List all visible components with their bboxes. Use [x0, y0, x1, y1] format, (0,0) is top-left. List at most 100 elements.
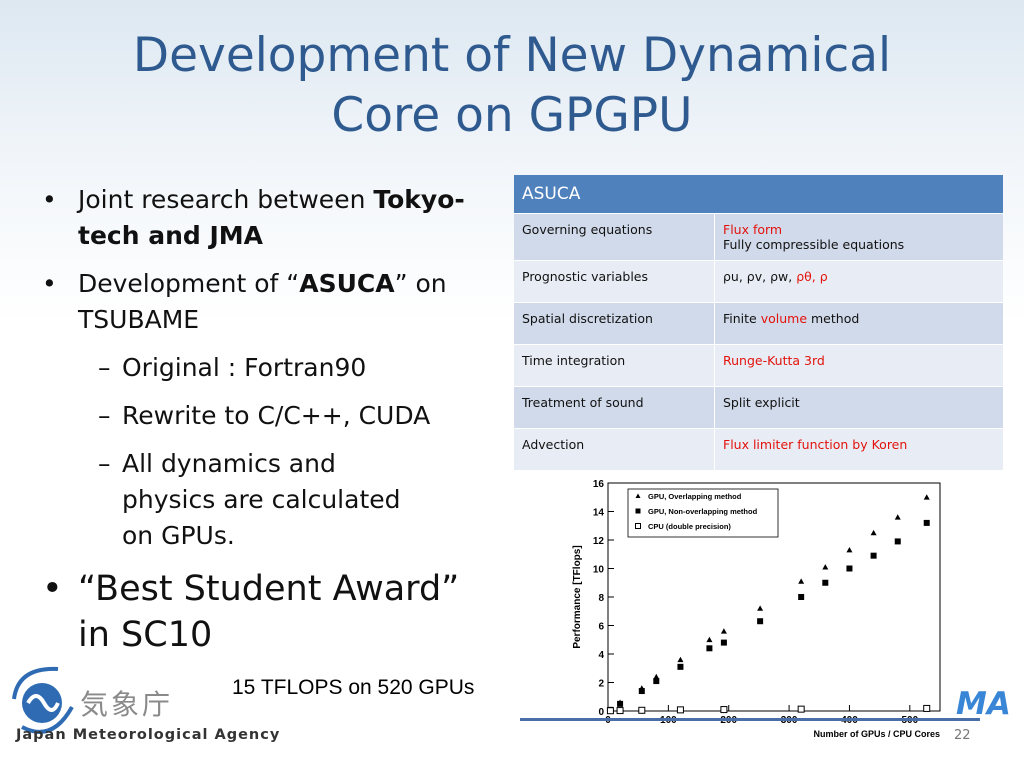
chart-svg: 02468101214160100200300400500Number of G… — [572, 479, 941, 739]
data-point — [846, 565, 853, 572]
legend-label: GPU, Non-overlapping method — [648, 507, 758, 516]
row-label: Spatial discretization — [514, 302, 715, 345]
data-point — [638, 688, 645, 695]
data-point — [720, 639, 727, 646]
bullet-1-text: Joint research between — [78, 185, 374, 214]
data-point — [798, 578, 805, 584]
y-tick-label: 12 — [593, 536, 605, 547]
row-value: Flux form Fully compressible equations — [714, 213, 1003, 261]
y-tick-label: 4 — [598, 650, 604, 661]
table-row: Governing equations Flux form Fully compr… — [514, 213, 1003, 261]
data-point — [706, 636, 713, 643]
table-row: Treatment of sound Split explicit — [514, 386, 1003, 429]
value-red: Flux form — [723, 222, 783, 237]
legend-box — [627, 488, 779, 538]
table-row: Advection Flux limiter function by Koren — [514, 428, 1003, 471]
legend-marker — [635, 523, 641, 529]
legend-label: GPU, Overlapping method — [648, 492, 742, 501]
row-value: Flux limiter function by Koren — [714, 428, 1003, 471]
title-line-2: Core on GPGPU — [331, 88, 693, 143]
performance-chart: 02468101214160100200300400500Number of G… — [566, 471, 956, 743]
legend-marker — [635, 493, 641, 498]
data-point — [870, 552, 877, 559]
row-label: Governing equations — [514, 213, 715, 261]
y-tick-label: 10 — [593, 565, 605, 576]
y-tick-label: 0 — [598, 707, 604, 718]
data-point — [797, 705, 805, 713]
data-point — [616, 707, 624, 715]
row-value: Split explicit — [714, 386, 1003, 429]
row-label: Treatment of sound — [514, 386, 715, 429]
row-label: Time integration — [514, 344, 715, 387]
value-normal: Fully compressible equations — [723, 237, 905, 252]
row-value: ρu, ρv, ρw, ρθ, ρ — [714, 260, 1003, 303]
value-normal: Finite — [723, 311, 761, 326]
data-point — [606, 707, 614, 715]
value-red: Flux limiter function by Koren — [723, 437, 908, 452]
x-axis-label: Number of GPUs / CPU Cores — [813, 729, 940, 739]
value-red: Runge-Kutta 3rd — [723, 353, 825, 368]
logo-agency-name: Japan Meteorological Agency — [16, 727, 281, 743]
table-header: ASUCA — [514, 175, 1003, 214]
data-point — [720, 706, 728, 714]
y-tick-label: 14 — [593, 508, 605, 519]
data-point — [894, 514, 901, 520]
value-normal: ρu, ρv, ρw, — [723, 269, 797, 284]
sub-bullet-original: Original : Fortran90 — [36, 350, 516, 386]
data-point — [923, 704, 931, 712]
data-point — [706, 645, 713, 652]
data-point — [870, 529, 877, 536]
value-red: volume — [760, 311, 808, 326]
bullet-2-text: Development of “ — [78, 269, 300, 298]
slide-title: Development of New Dynamical Core on GPG… — [60, 26, 964, 146]
bullet-development: Development of “ASUCA” on TSUBAME — [36, 266, 516, 338]
caption-tflops: 15 TFLOPS on 520 GPUs — [232, 676, 475, 699]
bullet-1-bold: Tokyo-tech and JMA — [78, 185, 465, 250]
data-point — [798, 594, 805, 600]
data-point — [822, 579, 829, 586]
data-point — [617, 700, 624, 707]
jma-logo-icon — [12, 666, 74, 734]
data-point — [677, 656, 684, 663]
row-value: Finite volume method — [714, 302, 1003, 345]
data-point — [923, 494, 930, 500]
jma-mark: MA — [956, 686, 1011, 722]
row-label: Prognostic variables — [514, 260, 715, 303]
y-tick-label: 16 — [593, 479, 605, 490]
y-tick-label: 8 — [598, 593, 604, 604]
data-point — [894, 538, 901, 545]
bullet-award: “Best Student Award” in SC10 — [36, 566, 478, 658]
data-point — [638, 706, 646, 714]
bullet-list: Joint research between Tokyo-tech and JM… — [36, 182, 516, 670]
table-row: Time integration Runge-Kutta 3rd — [514, 344, 1003, 387]
page-number: 22 — [954, 728, 971, 743]
data-point — [720, 628, 727, 634]
data-point — [677, 663, 684, 670]
data-point — [653, 678, 660, 685]
asuca-table: ASUCA Governing equations Flux form Fully… — [514, 175, 1003, 471]
value-normal: Split explicit — [723, 395, 800, 410]
data-point — [653, 673, 660, 680]
logo-kanji: 気象庁 — [80, 688, 174, 721]
data-point — [757, 605, 764, 611]
data-point — [822, 564, 829, 570]
value-normal-post: method — [807, 311, 860, 326]
title-line-1: Development of New Dynamical — [132, 28, 892, 83]
bullet-2-bold: ASUCA — [299, 269, 395, 298]
footer-divider — [520, 718, 980, 721]
y-axis-label: Performance [TFlops] — [572, 545, 583, 648]
sub-bullet-rewrite: Rewrite to C/C++, CUDA — [36, 398, 516, 434]
data-point — [676, 706, 684, 714]
legend-marker — [635, 508, 641, 514]
row-label: Advection — [514, 428, 715, 471]
data-point — [923, 519, 930, 526]
bullet-joint-research: Joint research between Tokyo-tech and JM… — [36, 182, 516, 254]
data-point — [846, 546, 853, 553]
y-tick-label: 6 — [598, 622, 604, 633]
data-point — [757, 618, 764, 625]
bullet-2-post: ” on TSUBAME — [78, 269, 447, 334]
table-row: Spatial discretization Finite volume met… — [514, 302, 1003, 345]
legend-label: CPU (double precision) — [648, 522, 731, 531]
y-tick-label: 2 — [598, 679, 604, 690]
row-value: Runge-Kutta 3rd — [714, 344, 1003, 387]
